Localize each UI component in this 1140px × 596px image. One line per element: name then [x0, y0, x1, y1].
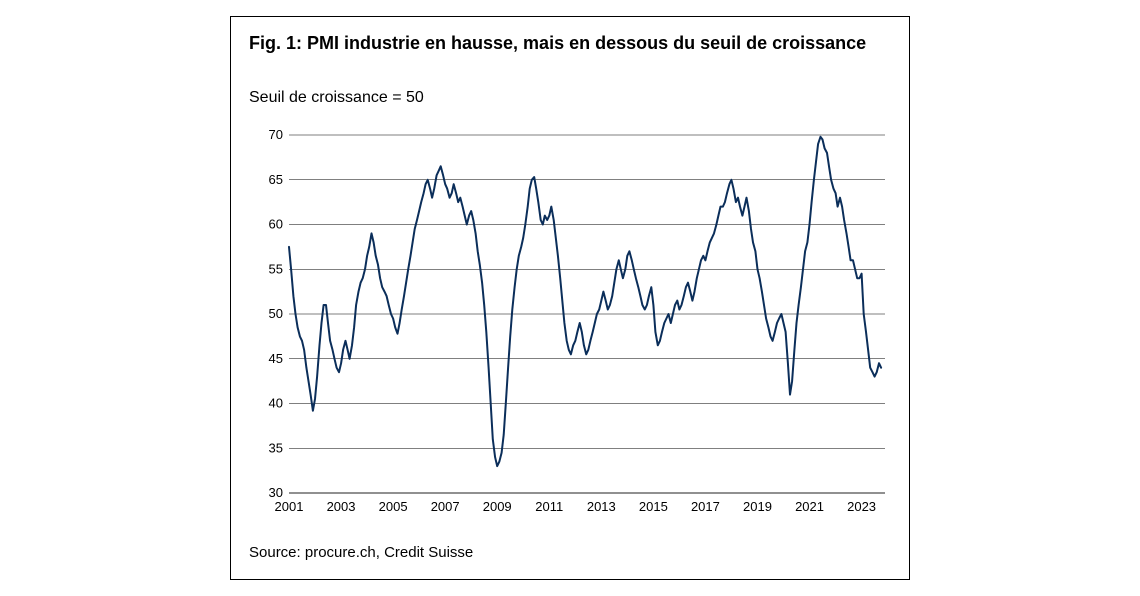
figure-subtitle: Seuil de croissance = 50: [249, 89, 424, 107]
svg-text:65: 65: [269, 172, 283, 187]
pmi-series-line: [289, 137, 881, 466]
svg-text:2011: 2011: [535, 499, 563, 514]
svg-text:2001: 2001: [275, 499, 304, 514]
figure-title: Fig. 1: PMI industrie en hausse, mais en…: [249, 31, 891, 55]
svg-text:2017: 2017: [691, 499, 720, 514]
svg-text:35: 35: [269, 440, 283, 455]
figure-container: Fig. 1: PMI industrie en hausse, mais en…: [230, 16, 910, 580]
svg-text:2021: 2021: [795, 499, 824, 514]
svg-text:45: 45: [269, 351, 283, 366]
svg-text:30: 30: [269, 485, 283, 500]
svg-text:2019: 2019: [743, 499, 772, 514]
svg-text:2013: 2013: [587, 499, 616, 514]
svg-text:2009: 2009: [483, 499, 512, 514]
svg-text:2007: 2007: [431, 499, 460, 514]
figure-source: Source: procure.ch, Credit Suisse: [249, 544, 473, 561]
svg-text:70: 70: [269, 127, 283, 142]
svg-text:55: 55: [269, 261, 283, 276]
svg-text:2015: 2015: [639, 499, 668, 514]
svg-text:60: 60: [269, 217, 283, 232]
svg-text:2003: 2003: [327, 499, 356, 514]
svg-text:2023: 2023: [847, 499, 876, 514]
chart-plot: 30 35 40 45 50 55 60 65 70 2001 2003 2005 2007 2009 20…: [249, 125, 891, 521]
svg-text:2005: 2005: [379, 499, 408, 514]
svg-text:50: 50: [269, 306, 283, 321]
svg-text:40: 40: [269, 396, 283, 411]
